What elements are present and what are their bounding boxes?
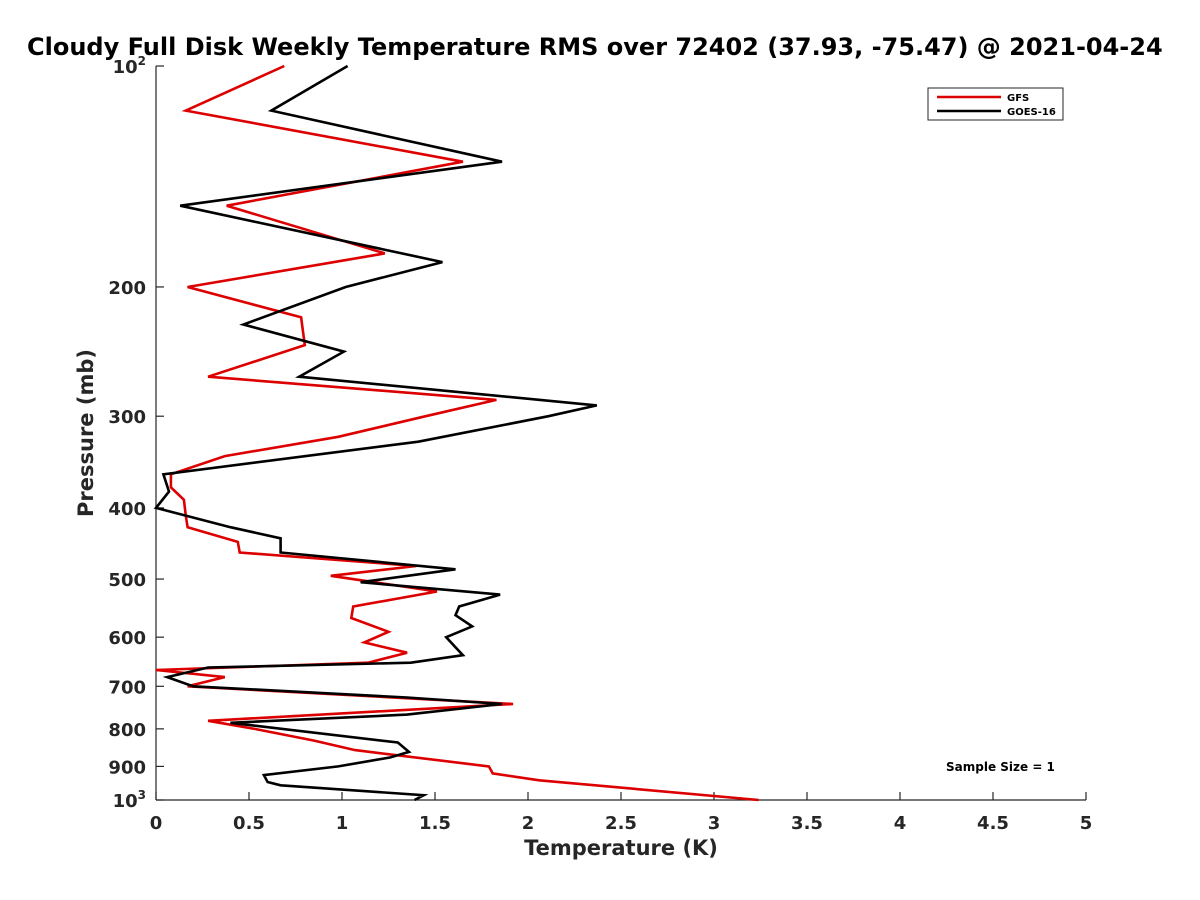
y-tick-label: 800: [108, 720, 146, 741]
plot-area: 0 0.5 1 1.5 2 2.5 3 3.5 4 4.5 5 102200300400500600…: [108, 54, 1092, 834]
y-tick-label: 200: [108, 278, 146, 299]
y-tick-label: 600: [108, 628, 146, 649]
y-tick-base: 10: [113, 57, 138, 78]
x-tick-label: 3: [708, 813, 721, 834]
y-tick-label: 300: [108, 407, 146, 428]
x-tick-label: 4.5: [977, 813, 1009, 834]
y-tick-label: 500: [108, 570, 146, 591]
series-line-goes-16: [153, 64, 598, 802]
sample-size-annotation: Sample Size = 1: [946, 760, 1055, 774]
x-tick-label: 0: [150, 813, 163, 834]
legend-box: [927, 87, 1064, 121]
legend-label-gfs: GFS: [1007, 93, 1029, 104]
legend: GFS GOES-16: [927, 87, 1064, 121]
series-layer: [153, 64, 759, 802]
y-tick-label: 700: [108, 677, 146, 698]
x-tick-label: 2.5: [605, 813, 637, 834]
y-tick-label: 103: [113, 788, 146, 812]
y-tick-label: 900: [108, 757, 146, 778]
y-axis-label: Pressure (mb): [74, 349, 98, 517]
legend-label-goes16: GOES-16: [1007, 107, 1056, 118]
y-tick-exponent: 3: [138, 788, 146, 802]
x-tick-label: 0.5: [233, 813, 265, 834]
y-tick-exponent: 2: [138, 54, 146, 68]
x-axis-label: Temperature (K): [524, 836, 718, 860]
x-tick-label: 3.5: [791, 813, 823, 834]
y-tick-label: 400: [108, 499, 146, 520]
y-tick-base: 10: [113, 791, 138, 812]
x-tick-label: 5: [1080, 813, 1093, 834]
chart-title: Cloudy Full Disk Weekly Temperature RMS …: [27, 33, 1163, 61]
x-tick-label: 2: [522, 813, 535, 834]
y-tick-label: 102: [113, 54, 146, 78]
x-tick-label: 1.5: [419, 813, 451, 834]
x-axis-ticks: 0 0.5 1 1.5 2 2.5 3 3.5 4 4.5 5: [150, 792, 1093, 834]
x-tick-label: 1: [336, 813, 349, 834]
x-tick-label: 4: [894, 813, 907, 834]
